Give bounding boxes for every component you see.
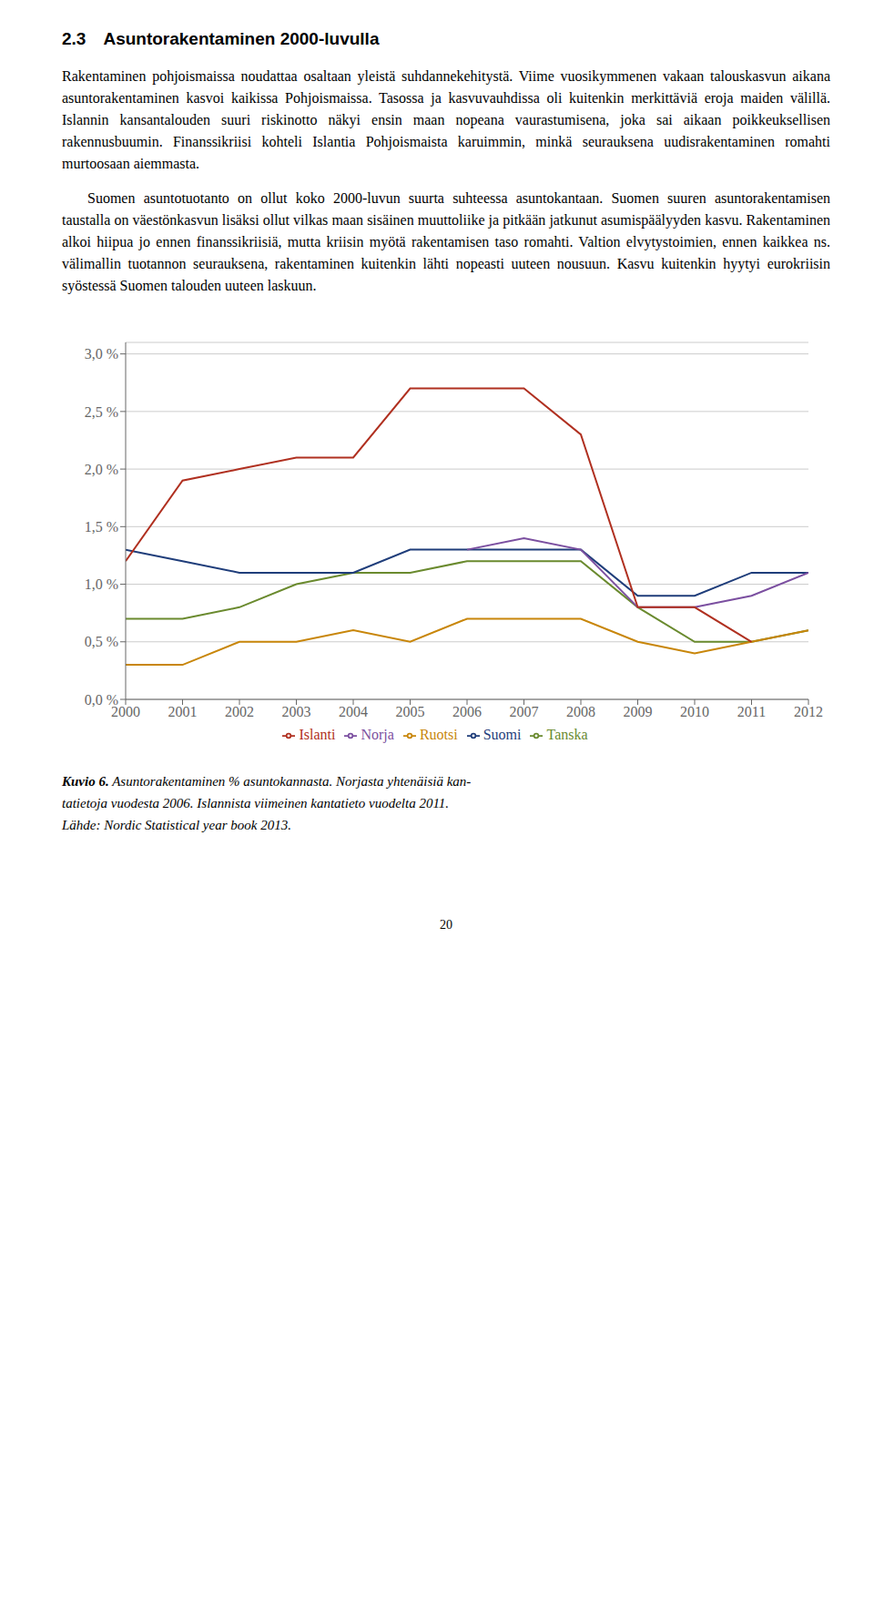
svg-text:3,0 %: 3,0 % xyxy=(84,345,119,362)
svg-text:2006: 2006 xyxy=(452,703,482,720)
html-text:tatietoja vuodesta 2006. Islan: tatietoja vuodesta 2006. Islannista viim… xyxy=(61,795,449,811)
html-text:Suomi: Suomi xyxy=(483,726,522,742)
svg-text:2011: 2011 xyxy=(737,703,766,720)
svg-text:2010: 2010 xyxy=(680,703,710,720)
html-text:2.3 Asuntorakentaminen 2000-lu: 2.3 Asuntorakentaminen 2000-luvulla xyxy=(61,29,380,49)
html-text:Lähde: Nordic Statistical year: Lähde: Nordic Statistical year book 2013… xyxy=(61,817,292,833)
svg-text:2008: 2008 xyxy=(566,703,596,720)
svg-text:2002: 2002 xyxy=(224,703,255,720)
svg-text:2001: 2001 xyxy=(168,703,198,720)
svg-text:0,5 %: 0,5 % xyxy=(84,633,119,650)
svg-text:2009: 2009 xyxy=(623,703,653,720)
html-text:Rakentaminen pohjoismaissa nou: Rakentaminen pohjoismaissa noudattaa osa… xyxy=(61,68,831,172)
svg-text:2012: 2012 xyxy=(793,703,824,720)
svg-text:2,5 %: 2,5 % xyxy=(84,404,119,420)
svg-text:2003: 2003 xyxy=(282,703,312,720)
svg-text:2,0 %: 2,0 % xyxy=(84,461,119,478)
svg-text:1,0 %: 1,0 % xyxy=(84,576,119,592)
svg-text:2007: 2007 xyxy=(509,703,539,720)
html-text:Suomen asuntotuotanto on ollut: Suomen asuntotuotanto on ollut koko 2000… xyxy=(61,190,831,294)
svg-text:1,5 %: 1,5 % xyxy=(84,518,119,535)
svg-text:2000: 2000 xyxy=(111,704,141,720)
svg-text:0,0 %: 0,0 % xyxy=(84,691,119,708)
html-text:Tanska: Tanska xyxy=(546,726,588,742)
html-text:Kuvio 6. Asuntorakentaminen %: Kuvio 6. Asuntorakentaminen % asuntokann… xyxy=(61,773,471,789)
html-text:Ruotsi: Ruotsi xyxy=(419,726,458,742)
svg-text:2004: 2004 xyxy=(338,703,368,720)
svg-text:2005: 2005 xyxy=(396,703,426,720)
html-text:Islanti: Islanti xyxy=(298,726,336,742)
html-text:20: 20 xyxy=(439,917,453,932)
html-text:Norja: Norja xyxy=(360,726,395,742)
